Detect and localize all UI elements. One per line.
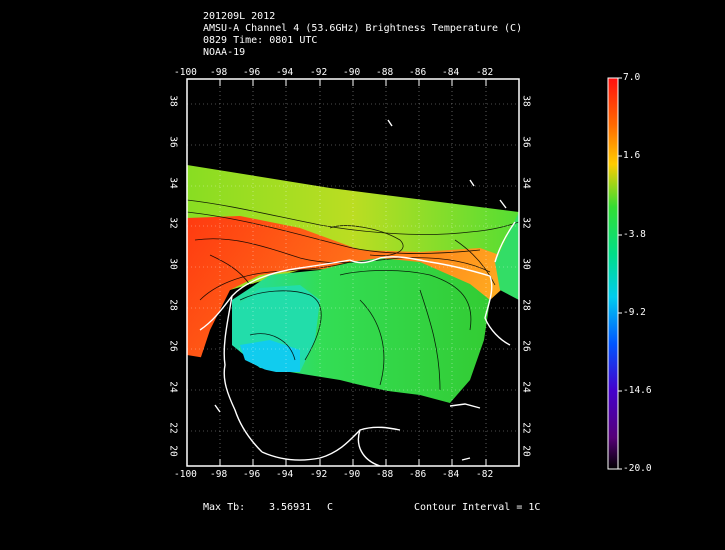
coastlines xyxy=(199,119,516,466)
grid-lines xyxy=(187,79,519,466)
colorbar-label: -3.8 xyxy=(623,229,646,240)
lon-tick-label: -86 xyxy=(409,67,427,78)
lon-tick-label: -94 xyxy=(276,67,294,78)
lat-tick-label: 30 xyxy=(520,258,532,270)
lat-tick-label: 38 xyxy=(167,95,179,107)
lon-tick-label: -100 xyxy=(174,469,197,480)
swath-south-edge xyxy=(187,355,519,466)
swath-east-edge xyxy=(495,212,519,300)
lat-tick-label: 26 xyxy=(167,340,179,352)
colorbar-label: 1.6 xyxy=(623,150,641,161)
lat-tick-label: 24 xyxy=(520,381,532,393)
lon-tick-label: -84 xyxy=(442,67,460,78)
lat-tick-label: 28 xyxy=(520,299,532,311)
lon-tick-label: -84 xyxy=(442,469,460,480)
data-swath xyxy=(187,79,519,466)
title-line-storm: 201209L 2012 xyxy=(203,11,276,22)
colorbar-label: -14.6 xyxy=(623,385,652,396)
lat-tick-label: 36 xyxy=(520,136,532,148)
lon-tick-label: -86 xyxy=(409,469,427,480)
lon-tick-label: -100 xyxy=(174,67,197,78)
max-tb-label: Max Tb: xyxy=(203,502,246,513)
lon-tick-label: -98 xyxy=(210,469,228,480)
title-line-time: 0829 Time: 0801 UTC xyxy=(203,35,318,46)
max-tb-value: 3.56931 xyxy=(269,502,312,513)
lat-tick-label: 28 xyxy=(167,299,179,311)
lon-tick-label: -92 xyxy=(310,469,328,480)
lon-tick-label: -90 xyxy=(343,67,361,78)
lat-tick-label: 22 xyxy=(520,422,532,434)
swath-cold-spot xyxy=(240,340,300,372)
lat-tick-label: 26 xyxy=(520,340,532,352)
lat-tick-label: 20 xyxy=(167,445,179,457)
lat-tick-label: 30 xyxy=(167,258,179,270)
colorbar-label: -9.2 xyxy=(623,307,646,318)
lat-tick-label: 24 xyxy=(167,381,179,393)
lon-tick-label: -96 xyxy=(243,469,261,480)
max-tb-unit: C xyxy=(327,502,334,513)
swath-warm-band xyxy=(187,216,519,360)
lat-tick-label: 38 xyxy=(520,95,532,107)
lon-tick-label: -96 xyxy=(243,67,261,78)
lat-tick-label: 34 xyxy=(167,177,179,189)
title-line-product: AMSU-A Channel 4 (53.6GHz) Brightness Te… xyxy=(203,23,523,34)
lon-tick-label: -82 xyxy=(476,67,494,78)
colorbar-ticks xyxy=(618,77,622,470)
lat-tick-label: 34 xyxy=(520,177,532,189)
lat-tick-label: 32 xyxy=(520,217,532,229)
tick-marks xyxy=(219,79,487,466)
colorbar-label: 7.0 xyxy=(623,72,641,83)
lat-tick-label: 32 xyxy=(167,217,179,229)
colorbar xyxy=(607,77,619,470)
lon-tick-label: -88 xyxy=(376,67,394,78)
contour-interval: Contour Interval = 1C xyxy=(414,502,541,513)
lon-tick-label: -90 xyxy=(343,469,361,480)
lat-tick-label: 22 xyxy=(167,422,179,434)
lon-tick-label: -92 xyxy=(310,67,328,78)
lat-tick-label: 20 xyxy=(520,445,532,457)
lon-tick-label: -98 xyxy=(210,67,228,78)
title-line-satellite: NOAA-19 xyxy=(203,47,246,58)
lat-tick-label: 36 xyxy=(167,136,179,148)
lon-tick-label: -88 xyxy=(376,469,394,480)
lon-tick-label: -82 xyxy=(476,469,494,480)
colorbar-label: -20.0 xyxy=(623,463,652,474)
lon-tick-label: -94 xyxy=(276,469,294,480)
